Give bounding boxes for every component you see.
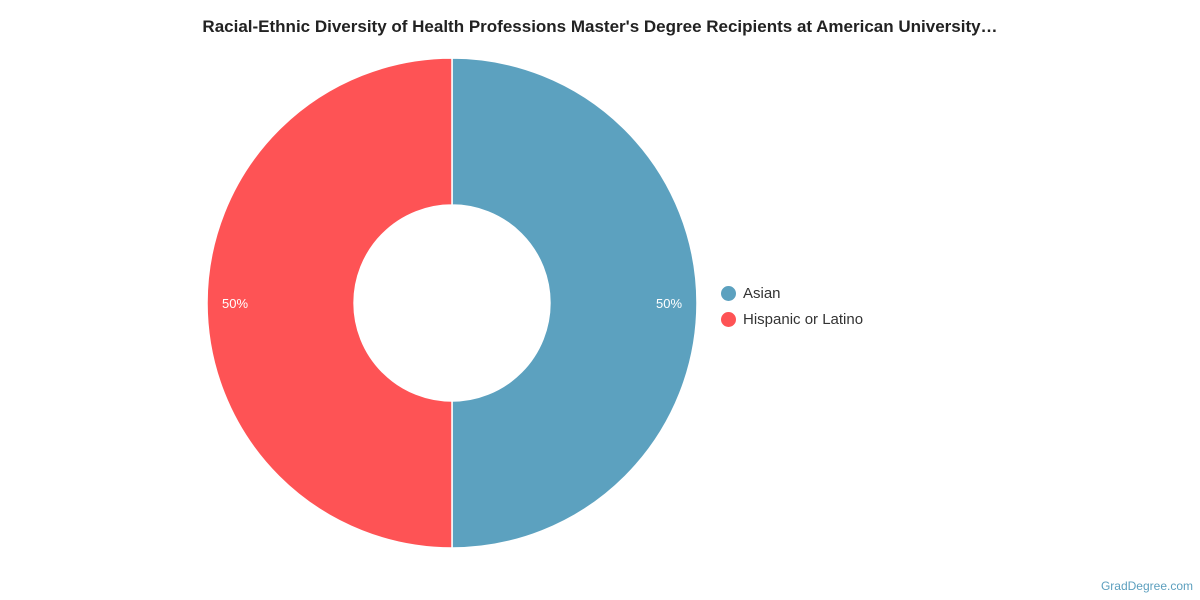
legend-label-asian: Asian xyxy=(743,284,781,302)
slice-hispanic-or-latino[interactable] xyxy=(206,57,453,549)
legend-label-hispanic-or-latino: Hispanic or Latino xyxy=(743,310,864,328)
slice-asian[interactable] xyxy=(451,57,698,549)
chart-title: Racial-Ethnic Diversity of Health Profes… xyxy=(202,17,998,36)
chart-legend: Asian Hispanic or Latino xyxy=(721,280,863,332)
slice-label-asian: 50% xyxy=(656,296,682,311)
legend-swatch-hispanic-or-latino xyxy=(721,311,736,327)
legend-swatch-asian xyxy=(721,285,736,301)
source-credit[interactable]: GradDegree.com xyxy=(1100,579,1193,593)
legend-item-hispanic-or-latino[interactable]: Hispanic or Latino xyxy=(721,306,863,332)
slice-label-hispanic-or-latino: 50% xyxy=(222,296,248,311)
legend-item-asian[interactable]: Asian xyxy=(721,280,863,306)
